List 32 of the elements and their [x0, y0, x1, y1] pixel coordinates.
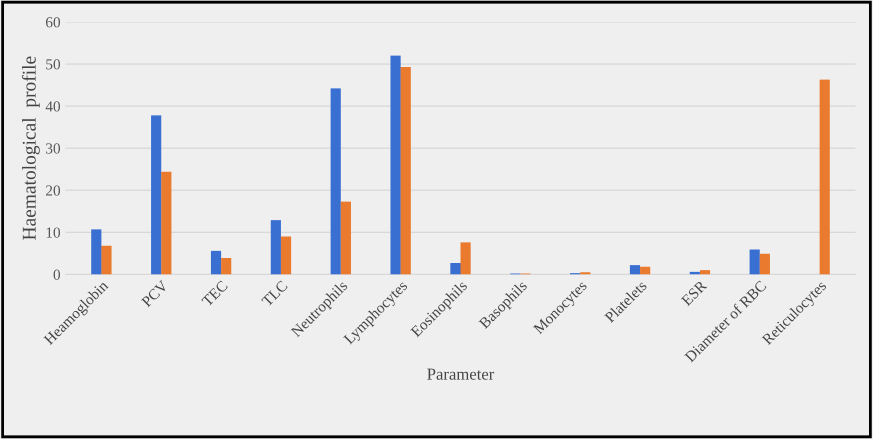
- bar: [400, 66, 411, 274]
- bar: [390, 56, 401, 274]
- y-tick-label: 50: [46, 59, 60, 70]
- bar: [221, 258, 232, 274]
- x-axis-title: Parameter: [427, 368, 494, 380]
- x-tick-label: TEC: [201, 280, 228, 308]
- bar: [161, 172, 172, 274]
- y-tick-label: 60: [46, 17, 60, 28]
- bar: [210, 250, 222, 274]
- y-tick-label: 30: [46, 143, 60, 154]
- x-tick-label: TLC: [261, 280, 288, 308]
- y-tick-label: 40: [46, 101, 60, 112]
- y-axis-title: Haematological profile: [22, 56, 40, 240]
- bar: [750, 250, 760, 274]
- bar: [340, 202, 351, 274]
- bar: [760, 254, 770, 274]
- bar: [820, 80, 830, 274]
- bar: [450, 263, 461, 274]
- bar: [101, 246, 112, 274]
- x-tick-label: ESR: [680, 280, 708, 306]
- bar: [630, 265, 640, 274]
- bar: [270, 220, 281, 274]
- y-tick-label: 20: [46, 185, 60, 196]
- bar: [91, 229, 102, 274]
- y-tick-label: 10: [46, 227, 60, 238]
- bar: [151, 115, 162, 274]
- bar: [280, 236, 292, 274]
- bar: [460, 242, 471, 274]
- bar: [700, 270, 710, 274]
- y-tick-label: 0: [54, 270, 60, 280]
- bar: [330, 88, 341, 274]
- bar: [640, 266, 650, 274]
